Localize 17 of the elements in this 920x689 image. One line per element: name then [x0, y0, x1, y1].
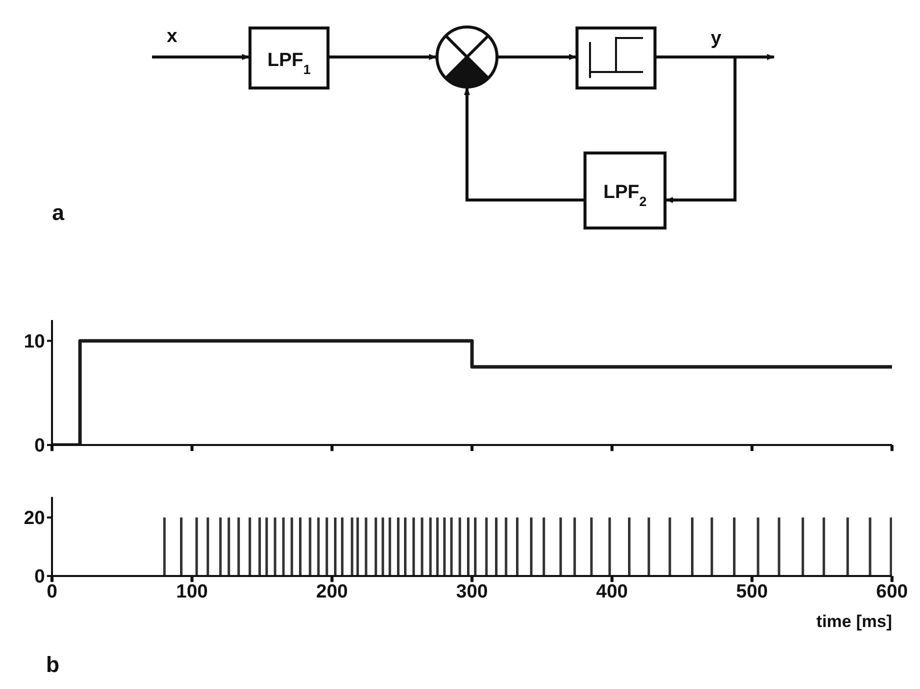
x-axis-title: time [ms] [816, 612, 892, 632]
y-tick-label: 10 [24, 332, 45, 353]
x-tick-label: 600 [876, 581, 908, 602]
x-tick-label: 200 [316, 581, 348, 602]
text: x [166, 26, 178, 47]
text: LPF$_{2}$ [603, 182, 647, 208]
x-tick-label: 500 [736, 581, 768, 602]
y-tick-label: 0 [34, 436, 45, 457]
y-tick-label: 20 [24, 508, 45, 530]
text: a [52, 200, 65, 225]
text: b [46, 652, 60, 678]
x-tick-label: 400 [596, 581, 628, 602]
x-tick-label: 100 [176, 581, 208, 602]
text: y [710, 28, 722, 49]
y-tick-label: 0 [34, 566, 45, 588]
x-tick-label: 300 [456, 581, 488, 602]
text: LPF$_{1}$ [267, 50, 312, 76]
